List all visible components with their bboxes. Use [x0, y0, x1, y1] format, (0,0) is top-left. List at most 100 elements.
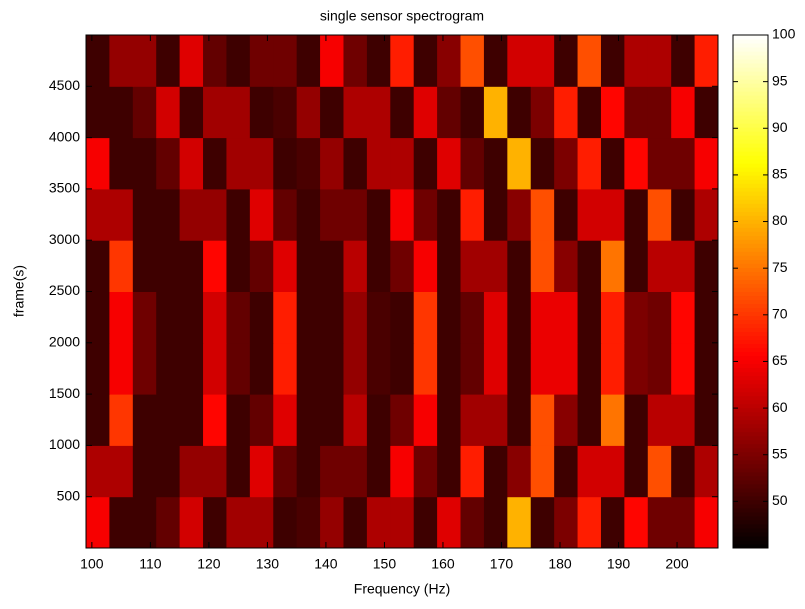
heatmap-cell	[343, 86, 368, 139]
heatmap-cell	[156, 496, 181, 549]
heatmap-cell	[507, 394, 532, 446]
colorbar-segment	[733, 483, 768, 489]
heatmap-cell	[320, 291, 344, 344]
colorbar-segment	[733, 411, 768, 417]
heatmap-cell	[132, 86, 157, 139]
heatmap-cell	[366, 35, 391, 87]
heatmap-cell	[647, 188, 672, 241]
heatmap-cell	[507, 35, 532, 87]
heatmap-cell	[249, 445, 274, 498]
colorbar-segment	[733, 199, 768, 204]
colorbar-segment	[733, 467, 768, 473]
heatmap-cell	[624, 291, 649, 344]
colorbar-segment	[733, 491, 768, 497]
heatmap-cell	[249, 137, 274, 190]
heatmap-cell	[273, 291, 298, 344]
heatmap-cell	[600, 240, 625, 292]
heatmap-cell	[437, 35, 462, 87]
heatmap-cell	[226, 394, 251, 446]
heatmap-cell	[203, 188, 227, 241]
heatmap-cell	[577, 496, 602, 549]
colorbar-segment	[733, 479, 768, 485]
heatmap-cell	[577, 86, 602, 139]
x-tick-label: 200	[665, 556, 689, 572]
colorbar-segment	[733, 207, 768, 212]
heatmap-cell	[226, 291, 251, 344]
heatmap-cell	[437, 240, 462, 292]
colorbar-segment	[733, 107, 768, 112]
heatmap-cell	[203, 86, 227, 139]
heatmap-cell	[132, 496, 157, 549]
colorbar-segment	[733, 103, 768, 108]
colorbar-segment	[733, 419, 768, 425]
colorbar-segment	[733, 79, 768, 84]
heatmap-cell	[600, 86, 625, 139]
heatmap-cell	[109, 291, 134, 344]
heatmap-cell	[366, 394, 391, 446]
heatmap-cell	[530, 496, 555, 549]
heatmap-cell	[671, 291, 696, 344]
x-tick-label: 110	[139, 556, 162, 572]
colorbar-tick-label: 100	[772, 26, 796, 42]
heatmap-cell	[390, 445, 415, 498]
heatmap-cell	[132, 35, 157, 87]
heatmap-cell	[624, 496, 649, 549]
colorbar-tick-label: 80	[772, 212, 788, 228]
heatmap-cell	[577, 291, 602, 344]
heatmap-cell	[483, 240, 508, 292]
heatmap-cell	[624, 240, 649, 292]
y-tick-label: 1000	[49, 436, 80, 452]
heatmap-cell	[296, 240, 321, 292]
heatmap-cell	[577, 137, 602, 190]
colorbar-segment	[733, 47, 768, 52]
colorbar-segment	[733, 35, 768, 40]
colorbar-segment	[733, 183, 768, 188]
heatmap-cell	[694, 496, 719, 549]
colorbar-segment	[733, 339, 768, 345]
heatmap-cell	[343, 240, 368, 292]
colorbar-segment	[733, 343, 768, 349]
heatmap-cell	[203, 342, 227, 395]
colorbar-segment	[733, 139, 768, 144]
colorbar-segment	[733, 143, 768, 148]
heatmap-cell	[273, 496, 298, 549]
colorbar-segment	[733, 235, 768, 240]
colorbar-segment	[733, 495, 768, 501]
heatmap-cell	[156, 86, 181, 139]
x-tick-label: 130	[256, 556, 280, 572]
y-tick-label: 1500	[49, 385, 80, 401]
heatmap-cell	[179, 188, 204, 241]
colorbar-segment	[733, 263, 768, 268]
colorbar-segment	[733, 455, 768, 461]
colorbar-segment	[733, 191, 768, 196]
heatmap-cell	[647, 240, 672, 292]
colorbar-segment	[733, 255, 768, 260]
heatmap-cell	[320, 394, 344, 446]
heatmap-cell	[530, 188, 555, 241]
y-tick-label: 2500	[49, 282, 80, 298]
colorbar-segment	[733, 43, 768, 48]
colorbar-segment	[733, 511, 768, 517]
colorbar-segment	[733, 299, 768, 305]
heatmap-cell	[530, 394, 555, 446]
heatmap-cell	[86, 35, 110, 87]
colorbar-segment	[733, 63, 768, 68]
heatmap-cell	[226, 188, 251, 241]
colorbar-segment	[733, 391, 768, 397]
colorbar-segment	[733, 71, 768, 76]
heatmap-cell	[530, 137, 555, 190]
colorbar-segment	[733, 403, 768, 409]
heatmap-cell	[507, 188, 532, 241]
heatmap-cell	[600, 35, 625, 87]
y-tick-label: 3500	[49, 180, 80, 196]
heatmap-cell	[203, 137, 227, 190]
heatmap-cell	[132, 445, 157, 498]
colorbar-segment	[733, 387, 768, 393]
colorbar-segment	[733, 187, 768, 192]
colorbar-segment	[733, 163, 768, 168]
heatmap-cell	[86, 445, 110, 498]
y-tick-label: 4500	[49, 77, 80, 93]
heatmap-cell	[86, 137, 110, 190]
heatmap-cell	[694, 35, 719, 87]
heatmap-cell	[156, 188, 181, 241]
